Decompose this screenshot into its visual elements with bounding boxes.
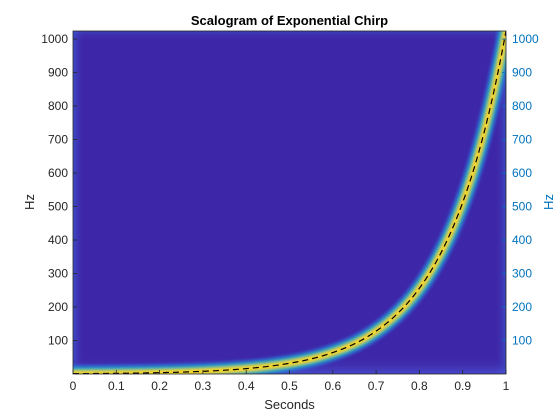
y-axis-label-right: Hz [541, 194, 556, 210]
y-tick-label-right: 100 [512, 334, 532, 348]
plot-area [73, 31, 506, 374]
y-tick-label-left: 100 [48, 334, 68, 348]
x-tick-label: 0.4 [238, 379, 255, 393]
x-tick-label: 0.1 [108, 379, 125, 393]
y-tick-label-left: 700 [48, 133, 68, 147]
x-axis-label: Seconds [264, 397, 315, 412]
chart-title: Scalogram of Exponential Chirp [191, 13, 388, 28]
y-tick-label-right: 800 [512, 99, 532, 113]
x-tick-label: 0.2 [151, 379, 168, 393]
x-tick-label: 0.5 [281, 379, 298, 393]
y-tick-label-right: 700 [512, 133, 532, 147]
y-tick-label-left: 800 [48, 99, 68, 113]
y-tick-label-right: 400 [512, 233, 532, 247]
x-tick-label: 1 [503, 379, 510, 393]
y-tick-label-left: 500 [48, 200, 68, 214]
instantaneous-frequency-line [73, 31, 506, 374]
y-tick-label-left: 200 [48, 300, 68, 314]
x-tick-label: 0.3 [195, 379, 212, 393]
y-tick-label-left: 1000 [41, 32, 68, 46]
y-tick-label-right: 1000 [512, 32, 539, 46]
x-tick-label: 0.7 [368, 379, 385, 393]
y-axis-right: 100 200 300 400 500 600 700 800 900 1000 [502, 32, 539, 348]
x-tick-label: 0.9 [454, 379, 471, 393]
y-tick-label-left: 900 [48, 66, 68, 80]
x-tick-label: 0.8 [411, 379, 428, 393]
y-tick-label-right: 900 [512, 66, 532, 80]
y-axis-label-left: Hz [22, 194, 37, 210]
left-edge-glow [73, 31, 85, 374]
y-tick-label-right: 300 [512, 267, 532, 281]
heatmap-background [73, 31, 506, 374]
x-axis: 0 0.1 0.2 0.3 0.4 0.5 0.6 0.7 0.8 0.9 1 [70, 370, 510, 393]
y-axis-left: 100 200 300 400 500 600 700 800 900 1000 [41, 32, 77, 348]
x-tick-label: 0 [70, 379, 77, 393]
y-tick-label-left: 600 [48, 166, 68, 180]
y-tick-label-left: 300 [48, 267, 68, 281]
y-tick-label-right: 500 [512, 200, 532, 214]
y-tick-label-right: 600 [512, 166, 532, 180]
top-edge-glow [73, 31, 506, 41]
y-tick-label-right: 200 [512, 300, 532, 314]
x-tick-label: 0.6 [324, 379, 341, 393]
y-tick-label-left: 400 [48, 233, 68, 247]
